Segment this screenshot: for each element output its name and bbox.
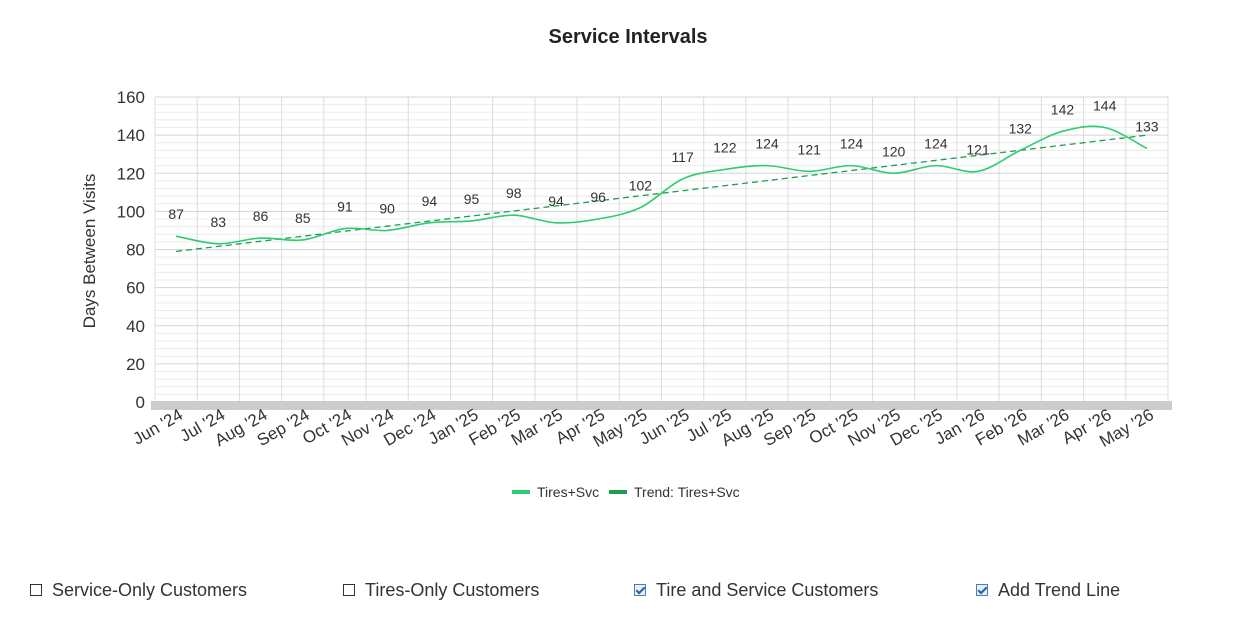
data-label: 121 bbox=[798, 141, 822, 157]
data-point bbox=[976, 169, 980, 173]
data-label: 133 bbox=[1135, 118, 1159, 134]
y-tick-label: 20 bbox=[126, 355, 145, 374]
data-point bbox=[638, 206, 642, 210]
tires-only-toggle[interactable]: Tires-Only Customers bbox=[343, 575, 539, 605]
data-label: 117 bbox=[671, 149, 694, 165]
data-point bbox=[343, 227, 347, 231]
data-point bbox=[596, 217, 600, 221]
data-point bbox=[849, 164, 853, 168]
series-line-tires-svc bbox=[175, 125, 1148, 245]
data-label: 124 bbox=[755, 136, 779, 152]
trend-line-toggle[interactable]: Add Trend Line bbox=[976, 575, 1120, 605]
chart-area: Service Intervals 0 20 40 60 80 100 120 140 160 Da… bbox=[80, 26, 1172, 500]
legend-swatch-tires-svc bbox=[512, 490, 530, 494]
toggle-label: Service-Only Customers bbox=[52, 579, 248, 600]
data-point bbox=[301, 238, 305, 242]
y-tick-label: 60 bbox=[126, 279, 145, 298]
data-label: 85 bbox=[295, 210, 311, 226]
trend-line bbox=[176, 134, 1147, 253]
data-label: 94 bbox=[548, 193, 564, 209]
data-label: 144 bbox=[1093, 98, 1117, 114]
y-tick-label: 140 bbox=[117, 126, 145, 145]
y-tick-label: 0 bbox=[136, 393, 145, 412]
y-tick-label: 120 bbox=[117, 164, 145, 183]
y-tick-label: 160 bbox=[117, 88, 145, 107]
data-label: 132 bbox=[1009, 120, 1033, 136]
chart-title: Service Intervals bbox=[549, 26, 708, 48]
data-point bbox=[427, 221, 431, 225]
data-point bbox=[216, 242, 220, 246]
checkbox-icon[interactable] bbox=[976, 584, 988, 596]
legend-label-trend: Trend: Tires+Svc bbox=[634, 484, 740, 500]
y-tick-label: 80 bbox=[126, 241, 145, 260]
data-label: 122 bbox=[713, 139, 737, 155]
toggle-label: Tire and Service Customers bbox=[656, 579, 879, 600]
data-point bbox=[385, 228, 389, 232]
data-label: 142 bbox=[1051, 101, 1075, 117]
line-chart: Service Intervals 0 20 40 60 80 100 120 140 160 Da… bbox=[80, 26, 1172, 500]
y-tick-label: 100 bbox=[117, 202, 145, 221]
data-point bbox=[1018, 148, 1022, 152]
x-axis-baseline bbox=[151, 401, 1172, 410]
toggle-label: Add Trend Line bbox=[998, 579, 1121, 600]
data-point bbox=[1103, 126, 1107, 130]
data-point bbox=[934, 164, 938, 168]
data-label: 120 bbox=[882, 143, 906, 159]
data-label: 124 bbox=[924, 136, 948, 152]
legend-swatch-trend bbox=[609, 490, 627, 494]
data-point bbox=[259, 236, 263, 240]
data-point bbox=[1060, 129, 1064, 133]
data-point bbox=[681, 177, 685, 181]
data-label: 83 bbox=[211, 214, 227, 230]
legend-label-tires-svc: Tires+Svc bbox=[537, 484, 599, 500]
data-label: 90 bbox=[379, 200, 395, 216]
checkbox-icon[interactable] bbox=[634, 584, 646, 596]
data-label: 98 bbox=[506, 185, 522, 201]
data-point bbox=[554, 221, 558, 225]
data-label: 96 bbox=[590, 189, 606, 205]
checkbox-icon[interactable] bbox=[30, 584, 42, 596]
data-point bbox=[174, 234, 178, 238]
y-axis-label: Days Between Visits bbox=[80, 174, 99, 329]
data-point bbox=[512, 213, 516, 217]
data-point bbox=[723, 167, 727, 171]
data-point bbox=[765, 164, 769, 168]
data-point bbox=[470, 219, 474, 223]
data-label: 86 bbox=[253, 208, 269, 224]
y-tick-label: 40 bbox=[126, 317, 145, 336]
data-label: 102 bbox=[629, 178, 653, 194]
data-label: 91 bbox=[337, 199, 353, 215]
data-label: 94 bbox=[422, 193, 438, 209]
data-label: 95 bbox=[464, 191, 480, 207]
data-point bbox=[892, 171, 896, 175]
data-label: 87 bbox=[168, 206, 184, 222]
checkbox-icon[interactable] bbox=[343, 584, 355, 596]
toggle-label: Tires-Only Customers bbox=[365, 579, 540, 600]
data-label: 121 bbox=[966, 141, 990, 157]
series-toggle-bar: Service-Only Customers Tires-Only Custom… bbox=[0, 575, 1243, 605]
data-point bbox=[1145, 146, 1149, 150]
service-only-toggle[interactable]: Service-Only Customers bbox=[30, 575, 247, 605]
data-label: 124 bbox=[840, 136, 864, 152]
tire-and-service-toggle[interactable]: Tire and Service Customers bbox=[634, 575, 878, 605]
data-point bbox=[807, 169, 811, 173]
